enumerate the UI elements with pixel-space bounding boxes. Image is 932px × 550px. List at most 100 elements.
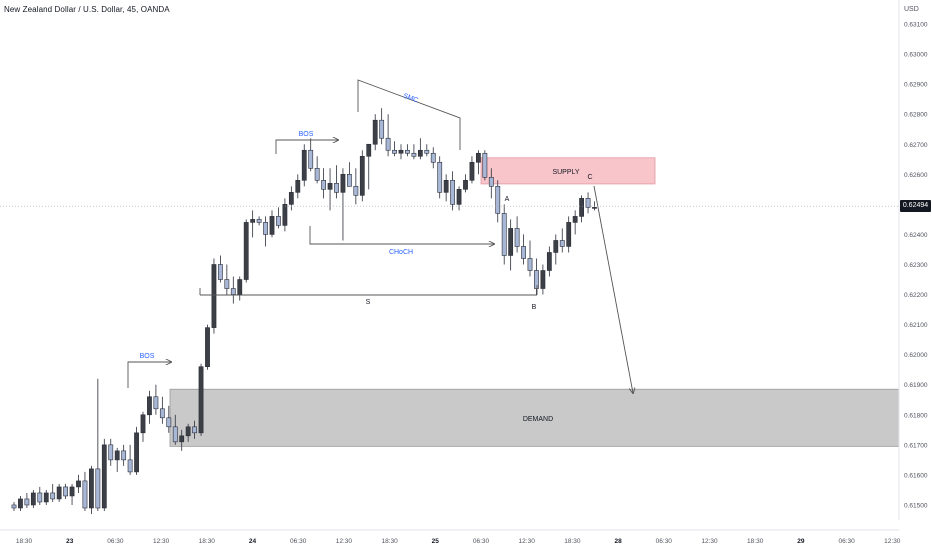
candle-bull: [508, 228, 514, 256]
chart-title: New Zealand Dollar / U.S. Dollar, 45, OA…: [4, 5, 170, 14]
candle-bear: [24, 498, 30, 506]
point-a-label: A: [505, 196, 510, 203]
candle-bear: [11, 504, 17, 509]
candle-bull: [76, 480, 81, 488]
candle-bull: [456, 189, 462, 205]
price-tick-label: 0.62700: [904, 142, 928, 149]
candle-bull: [475, 152, 481, 163]
candle-bull: [185, 426, 191, 437]
candle-bull: [398, 149, 404, 154]
time-tick-label: 18:30: [16, 538, 33, 545]
candle-bear: [224, 279, 230, 289]
candle-bull: [198, 366, 204, 434]
candle-bull: [89, 468, 94, 509]
candle-bull: [359, 155, 365, 196]
candle-bull: [69, 486, 75, 497]
demand-zone: [169, 388, 900, 447]
supply-label: SUPPLY: [552, 169, 579, 176]
bos-label-left: BOS: [140, 353, 155, 360]
candle-bear: [108, 444, 114, 461]
candle-bear: [514, 228, 520, 247]
candle-bear: [353, 186, 359, 196]
price-tick-label: 0.62800: [904, 112, 928, 119]
candle-bull: [237, 279, 243, 295]
candle-bear: [385, 137, 391, 151]
point-b-label: B: [532, 304, 537, 311]
candle-bear: [495, 186, 501, 214]
time-tick-label: 24: [249, 538, 257, 545]
candle-bull: [134, 432, 139, 473]
candle-bull: [43, 492, 49, 503]
candle-bull: [30, 492, 36, 506]
price-tick-label: 0.62000: [904, 352, 928, 359]
time-tick-label: 18:30: [747, 538, 764, 545]
demand-label: DEMAND: [523, 416, 553, 423]
time-tick-label: 06:30: [290, 538, 307, 545]
candle-bull: [579, 198, 584, 217]
candle-bear: [527, 258, 533, 271]
price-tick-label: 0.62300: [904, 262, 928, 269]
candle-bear: [334, 183, 339, 193]
price-tick-label: 0.63100: [904, 22, 928, 29]
candle-bull: [269, 216, 275, 235]
candle-bear: [488, 177, 494, 187]
candle-bear: [172, 426, 178, 443]
candle-bear: [159, 408, 165, 419]
candle-bear: [424, 149, 430, 154]
time-tick-label: 18:30: [381, 538, 398, 545]
projection-arrow: [593, 185, 633, 393]
candle-bear: [37, 492, 43, 503]
candle-bear: [218, 264, 223, 280]
candle-bull: [179, 435, 185, 443]
candle-bear: [263, 222, 268, 235]
candle-bear: [321, 180, 326, 190]
candle-bull: [205, 327, 210, 367]
candle-bull: [301, 149, 307, 181]
smc-label: SMC: [402, 93, 419, 105]
candle-bull: [211, 264, 217, 328]
time-tick-label: 25: [432, 538, 440, 545]
bos-line-upper: [275, 140, 338, 154]
time-tick-label: 12:30: [884, 538, 901, 545]
candle-bull: [327, 183, 333, 190]
candle-bull: [250, 219, 256, 223]
candle-bull: [101, 444, 107, 509]
choch-label: CHoCH: [389, 249, 413, 256]
candle-bear: [521, 246, 526, 259]
s-label: S: [366, 299, 371, 306]
point-c-label: C: [587, 174, 592, 181]
candle-bear: [308, 149, 314, 169]
candle-bear: [95, 468, 101, 509]
candle-bull: [114, 450, 120, 461]
candle-bull: [147, 396, 152, 416]
bos-label-upper: BOS: [299, 131, 314, 138]
currency-label: USD: [904, 6, 919, 13]
candle-bear: [534, 270, 539, 289]
candle-bull: [140, 414, 146, 434]
candle-bear: [501, 213, 507, 256]
candle-bull: [243, 222, 249, 280]
candle-bull: [18, 498, 23, 509]
time-tick-label: 28: [614, 538, 622, 545]
candle-bear: [482, 152, 488, 178]
candle-bear: [392, 149, 397, 154]
candle-bear: [450, 180, 455, 205]
candle-bull: [566, 222, 572, 247]
candle-bull: [340, 174, 346, 193]
candle-bear: [82, 480, 88, 509]
time-tick-label: 12:30: [153, 538, 170, 545]
candle-bull: [553, 240, 559, 253]
candle-bull: [592, 207, 597, 209]
candle-bull: [366, 143, 372, 157]
candle-bull: [288, 192, 294, 205]
candle-bull: [56, 486, 62, 500]
price-tick-label: 0.62400: [904, 232, 928, 239]
candle-bull: [469, 161, 475, 181]
candle-bull: [443, 180, 449, 193]
candle-bear: [314, 167, 320, 181]
candle-bear: [121, 450, 127, 461]
bos-line-left: [127, 362, 171, 388]
candle-bull: [417, 149, 423, 157]
price-tick-label: 0.61600: [904, 472, 928, 479]
